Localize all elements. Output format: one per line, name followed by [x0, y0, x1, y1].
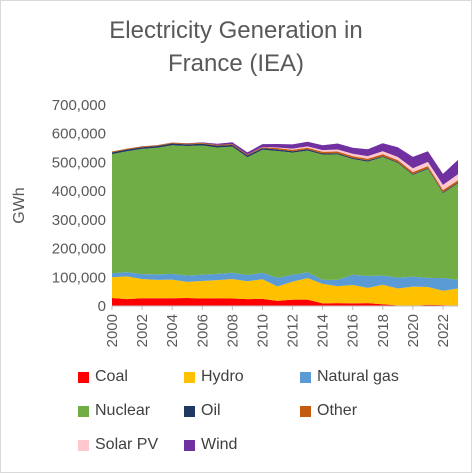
x-tick-label: 2004	[164, 314, 181, 347]
area-natural-gas	[112, 272, 458, 291]
x-tick-label: 2006	[194, 314, 211, 347]
chart-title-line-2: France (IEA)	[167, 50, 305, 77]
legend-swatch	[184, 439, 195, 451]
y-tick-label: 100,000	[52, 269, 106, 286]
x-tick-label: 2022	[435, 314, 452, 347]
legend-label: Other	[317, 402, 358, 419]
y-tick-label: 700,000	[52, 97, 106, 114]
y-tick-label: 500,000	[52, 154, 106, 171]
area-hydro	[112, 276, 458, 306]
legend-item-oil: Oil	[184, 400, 221, 422]
legend-item-hydro: Hydro	[184, 366, 244, 388]
x-tick-label: 2012	[285, 314, 302, 347]
legend-swatch	[300, 371, 311, 383]
area-oil	[112, 143, 458, 194]
legend-swatch	[184, 371, 195, 383]
y-axis-label: GWh	[11, 187, 28, 223]
x-tick-label: 2020	[405, 314, 422, 347]
x-tick-label: 2016	[345, 314, 362, 347]
area-wind	[112, 141, 458, 185]
y-tick-label: 200,000	[52, 241, 106, 258]
chart-title-line-1: Electricity Generation in	[109, 17, 363, 44]
legend-label: Oil	[201, 402, 221, 419]
y-tick-label: 400,000	[52, 183, 106, 200]
x-tick-label: 2002	[134, 314, 151, 347]
x-tick-label: 2018	[375, 314, 392, 347]
area-coal	[112, 297, 458, 306]
x-tick-label: 2000	[104, 314, 121, 347]
x-axis-ticks: 2000 2002 2004 2006 2008 2010 2012 2014 2016 2018…	[104, 306, 452, 347]
legend-item-coal: Coal	[78, 366, 128, 388]
legend-item-wind: Wind	[184, 434, 237, 456]
legend-label: Natural gas	[317, 368, 399, 385]
legend-item-nuclear: Nuclear	[78, 400, 150, 422]
legend-label: Hydro	[201, 368, 244, 385]
legend-swatch	[300, 405, 311, 417]
y-tick-label: 300,000	[52, 212, 106, 229]
x-tick-label: 2014	[315, 314, 332, 347]
legend-item-solar-pv: Solar PV	[78, 434, 158, 456]
legend-item-other: Other	[300, 400, 357, 422]
legend-swatch	[78, 371, 89, 383]
legend-swatch	[78, 405, 89, 417]
y-tick-label: 0	[98, 298, 106, 315]
area-layers	[112, 141, 458, 306]
area-nuclear	[112, 145, 458, 280]
legend-label: Solar PV	[95, 436, 159, 453]
x-tick-label: 2010	[254, 314, 271, 347]
legend-item-natural-gas: Natural gas	[300, 366, 399, 388]
chart-title: Electricity Generation in France (IEA)	[0, 14, 472, 80]
y-tick-label: 600,000	[52, 126, 106, 143]
legend-label: Nuclear	[95, 402, 151, 419]
legend-swatch	[78, 439, 89, 451]
legend-swatch	[184, 405, 195, 417]
y-axis-ticks: 0 100,000 200,000 300,000 400,000 500,000 600,…	[52, 97, 106, 315]
legend-label: Coal	[95, 368, 128, 385]
legend-label: Wind	[201, 436, 238, 453]
x-tick-label: 2008	[224, 314, 241, 347]
